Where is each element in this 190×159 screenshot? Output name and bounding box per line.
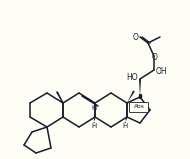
- Text: Ḣ: Ḣ: [122, 123, 128, 129]
- Polygon shape: [139, 79, 141, 97]
- Polygon shape: [127, 90, 135, 103]
- Text: Abs: Abs: [134, 104, 144, 110]
- Text: O: O: [152, 52, 158, 62]
- Polygon shape: [56, 92, 63, 103]
- Text: H: H: [91, 105, 97, 111]
- Text: O: O: [133, 34, 139, 42]
- Text: HO: HO: [126, 73, 138, 83]
- FancyBboxPatch shape: [130, 103, 149, 113]
- Text: OH: OH: [156, 66, 168, 76]
- Text: Ḣ: Ḣ: [91, 123, 97, 129]
